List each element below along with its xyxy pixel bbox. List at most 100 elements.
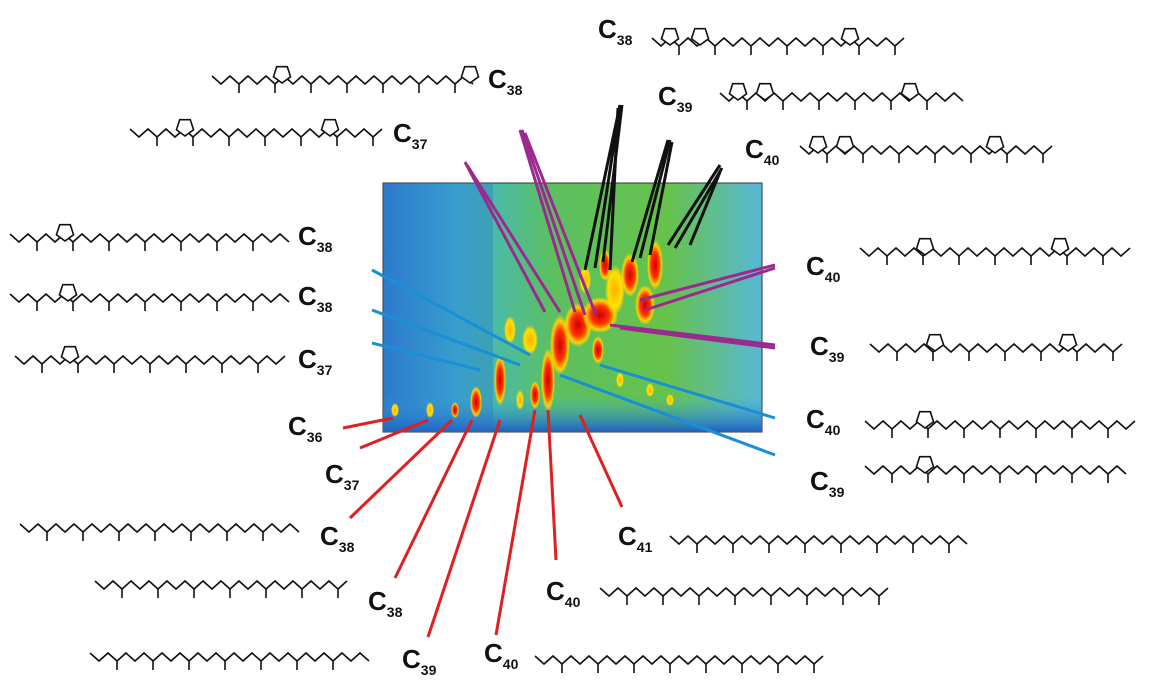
element: C — [488, 64, 507, 94]
carbon-number: 37 — [412, 136, 428, 152]
element: C — [658, 81, 677, 111]
carbon-label: C38 — [598, 14, 633, 48]
peak — [451, 402, 459, 418]
carbon-number: 38 — [317, 239, 333, 255]
chain — [600, 588, 888, 596]
carbon-number: 36 — [307, 429, 323, 445]
peak — [391, 403, 399, 417]
figure: C38C38C39C37C40C38C38C37C40C39C40C39C36C… — [0, 0, 1156, 685]
carbon-label: C38 — [368, 586, 403, 620]
carbon-number: 39 — [829, 484, 845, 500]
ring — [756, 84, 773, 100]
carbon-number: 40 — [503, 656, 519, 672]
element: C — [806, 404, 825, 434]
peak — [470, 386, 482, 418]
chain — [860, 248, 1130, 256]
peak — [646, 383, 654, 397]
chain — [10, 294, 289, 302]
peak — [530, 381, 540, 409]
chain — [90, 653, 369, 661]
element: C — [810, 331, 829, 361]
chain — [865, 421, 1135, 429]
carbon-number: 38 — [387, 604, 403, 620]
carbon-number: 39 — [829, 349, 845, 365]
peak — [621, 253, 639, 297]
carbon-number: 39 — [677, 99, 693, 115]
carbon-number: 38 — [617, 32, 633, 48]
peak — [592, 336, 604, 364]
element: C — [298, 281, 317, 311]
carbon-number: 41 — [637, 539, 653, 555]
carbon-number: 39 — [421, 662, 437, 678]
carbon-number: 40 — [825, 269, 841, 285]
element: C — [806, 251, 825, 281]
connector — [395, 420, 472, 578]
carbon-label: C37 — [325, 459, 360, 493]
element: C — [325, 459, 344, 489]
chain — [212, 76, 473, 84]
carbon-label: C41 — [618, 521, 653, 555]
ring — [59, 285, 76, 301]
peak — [426, 402, 434, 418]
element: C — [298, 344, 317, 374]
chain — [535, 656, 823, 664]
carbon-label: C38 — [488, 64, 523, 98]
chain — [15, 356, 285, 364]
peak — [516, 390, 524, 410]
peak — [504, 316, 516, 344]
chain — [870, 344, 1122, 352]
carbon-number: 38 — [507, 82, 523, 98]
carbon-label: C39 — [658, 81, 693, 115]
carbon-label: C38 — [298, 221, 333, 255]
connector — [496, 410, 535, 635]
element: C — [288, 411, 307, 441]
carbon-label: C40 — [806, 251, 841, 285]
chain — [670, 536, 967, 544]
carbon-label: C40 — [546, 576, 581, 610]
carbon-number: 37 — [317, 362, 333, 378]
ring — [986, 137, 1003, 153]
carbon-number: 40 — [825, 422, 841, 438]
carbon-label: C37 — [298, 344, 333, 378]
chain — [95, 581, 347, 589]
element: C — [598, 14, 617, 44]
carbon-label: C40 — [806, 404, 841, 438]
element: C — [618, 521, 637, 551]
carbon-label: C39 — [402, 644, 437, 678]
carbon-number: 40 — [565, 594, 581, 610]
peak — [616, 372, 624, 388]
carbon-label: C39 — [810, 331, 845, 365]
peak — [494, 354, 506, 406]
element: C — [393, 118, 412, 148]
connector — [350, 420, 452, 518]
chain — [652, 38, 904, 46]
peak — [647, 240, 663, 290]
carbon-label: C36 — [288, 411, 323, 445]
chain — [130, 129, 382, 137]
chain — [20, 524, 299, 532]
carbon-number: 37 — [344, 477, 360, 493]
element: C — [368, 586, 387, 616]
carbon-label: C40 — [484, 638, 519, 672]
connector — [428, 420, 500, 637]
element: C — [298, 221, 317, 251]
carbon-number: 40 — [764, 152, 780, 168]
carbon-label: C38 — [320, 521, 355, 555]
carbon-label: C40 — [745, 134, 780, 168]
page: {"labels": [ {"element": "C", "number": … — [0, 0, 1156, 685]
chain — [865, 466, 1126, 474]
element: C — [484, 638, 503, 668]
ring — [836, 137, 853, 153]
peak — [635, 285, 655, 325]
carbon-number: 38 — [317, 299, 333, 315]
carbon-label: C39 — [810, 466, 845, 500]
element: C — [320, 521, 339, 551]
ring — [461, 67, 478, 83]
element: C — [745, 134, 764, 164]
chain — [10, 234, 289, 242]
element: C — [402, 644, 421, 674]
element: C — [546, 576, 565, 606]
carbon-label: C37 — [393, 118, 428, 152]
carbon-number: 38 — [339, 539, 355, 555]
peak — [666, 394, 674, 406]
